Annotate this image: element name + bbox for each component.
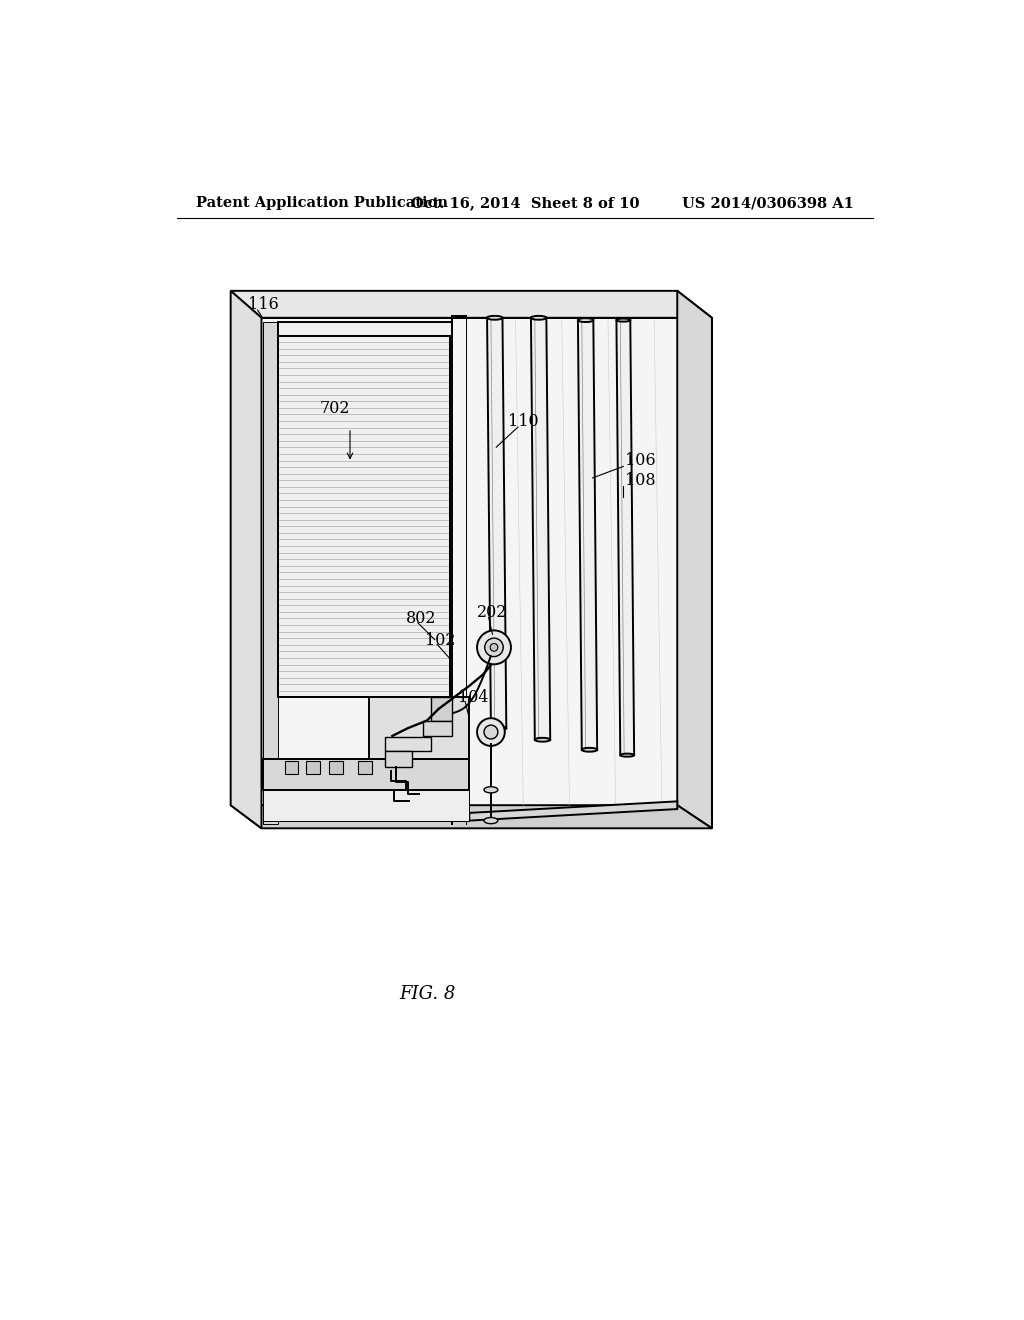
Text: 102: 102: [425, 632, 456, 649]
Polygon shape: [469, 801, 677, 821]
Circle shape: [490, 644, 498, 651]
Text: Patent Application Publication: Patent Application Publication: [196, 197, 449, 210]
Polygon shape: [357, 760, 372, 775]
Polygon shape: [385, 751, 412, 767]
Text: 802: 802: [406, 610, 436, 627]
Text: 202: 202: [477, 605, 508, 622]
Polygon shape: [279, 335, 451, 697]
Text: 106: 106: [625, 451, 655, 469]
Polygon shape: [230, 805, 712, 829]
Ellipse shape: [531, 315, 547, 319]
Polygon shape: [263, 789, 469, 821]
Ellipse shape: [484, 817, 498, 824]
Circle shape: [484, 638, 503, 656]
Text: 116: 116: [248, 296, 279, 313]
Polygon shape: [261, 318, 712, 829]
Polygon shape: [263, 322, 279, 825]
Polygon shape: [578, 321, 597, 750]
Polygon shape: [677, 290, 712, 829]
Polygon shape: [263, 759, 469, 789]
Text: 108: 108: [625, 471, 655, 488]
Polygon shape: [385, 738, 431, 751]
Polygon shape: [230, 290, 261, 829]
Circle shape: [477, 631, 511, 664]
Ellipse shape: [490, 726, 506, 730]
Ellipse shape: [578, 318, 593, 322]
Polygon shape: [431, 697, 453, 721]
Polygon shape: [616, 321, 634, 755]
Polygon shape: [285, 760, 298, 775]
Polygon shape: [306, 760, 319, 775]
Text: 104: 104: [458, 689, 488, 706]
Polygon shape: [423, 721, 453, 737]
Circle shape: [477, 718, 505, 746]
Polygon shape: [370, 697, 469, 759]
Ellipse shape: [582, 748, 597, 751]
Text: US 2014/0306398 A1: US 2014/0306398 A1: [682, 197, 854, 210]
Circle shape: [484, 725, 498, 739]
Polygon shape: [330, 760, 343, 775]
Polygon shape: [279, 322, 453, 335]
Ellipse shape: [484, 787, 498, 793]
Polygon shape: [487, 318, 506, 729]
Ellipse shape: [616, 318, 631, 322]
Ellipse shape: [621, 754, 634, 756]
Text: FIG. 8: FIG. 8: [398, 985, 456, 1003]
Ellipse shape: [487, 315, 503, 319]
Polygon shape: [531, 318, 550, 739]
Ellipse shape: [535, 738, 550, 742]
Text: 702: 702: [319, 400, 350, 417]
Polygon shape: [230, 290, 712, 318]
Text: 110: 110: [508, 413, 539, 430]
Text: Oct. 16, 2014  Sheet 8 of 10: Oct. 16, 2014 Sheet 8 of 10: [411, 197, 639, 210]
